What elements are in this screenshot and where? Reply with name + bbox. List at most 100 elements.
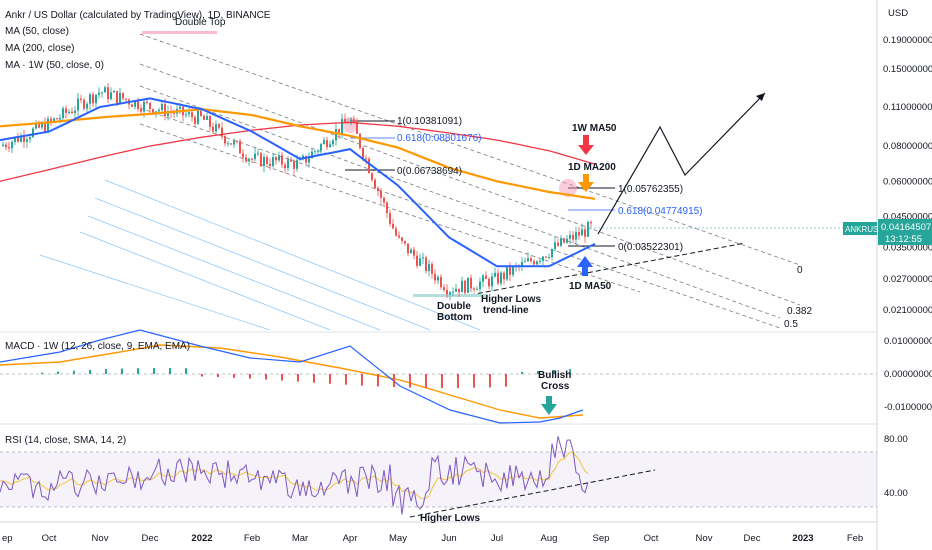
candle-body — [236, 140, 238, 142]
candle-body — [440, 276, 442, 288]
candle-body — [257, 153, 259, 155]
candle-body — [503, 272, 505, 280]
projection-path — [597, 92, 766, 235]
macd-histogram-bar — [553, 370, 555, 374]
candle-body — [29, 137, 31, 140]
price-tick-label: 0.02100000 — [883, 305, 932, 316]
candle-body — [371, 173, 373, 180]
ma200-line — [0, 108, 596, 200]
rsi-higher-lows-label: Higher Lows — [420, 513, 480, 524]
candle-body — [362, 147, 364, 159]
candle-body — [323, 139, 325, 145]
candle-body — [89, 94, 91, 104]
macd-histogram-bar — [185, 368, 187, 374]
candle-body — [494, 272, 496, 277]
macd-histogram-bar — [41, 372, 43, 374]
rsi-line — [0, 436, 589, 515]
candle-body — [512, 266, 514, 275]
time-axis[interactable]: ep Oct Nov Dec 2022 Feb Mar Apr May Jun Jul Aug Sep O… — [2, 533, 863, 544]
candle-body — [584, 229, 586, 237]
higher-lows-label: Higher Lows trend-line — [481, 294, 541, 316]
fib-1b-label: 1(0.05762355) — [618, 184, 683, 195]
candle-body — [524, 261, 526, 263]
price-tick-label: 0.04500000 — [883, 212, 932, 223]
candle-body — [566, 238, 568, 243]
candle-body — [137, 100, 139, 110]
candle-body — [44, 122, 46, 132]
currency-label: USD — [888, 8, 908, 19]
candle-body — [224, 136, 226, 144]
macd-tick-label: -0.01000000 — [884, 402, 932, 413]
price-axis[interactable]: USD 0.19000000 0.15000000 0.11000000 0.0800… — [883, 8, 932, 316]
ma1w-label: 1W MA50 — [572, 123, 617, 134]
candle-body — [122, 92, 124, 99]
macd-histogram-bar — [393, 374, 395, 388]
candle-body — [563, 238, 565, 243]
symbol-badge — [843, 222, 877, 235]
candle-body — [65, 108, 67, 113]
moving-averages-layer — [0, 97, 596, 268]
macd-signal-line — [0, 344, 584, 419]
candle-body — [254, 153, 256, 160]
candle-body — [359, 133, 361, 148]
candle-body — [242, 153, 244, 158]
ma50-label: 1D MA50 — [569, 281, 612, 292]
ma-1w-line — [0, 121, 596, 182]
macd-histogram-bar — [505, 374, 507, 387]
candle-body — [497, 272, 499, 284]
candle-body — [119, 92, 121, 103]
macd-histogram-bar — [169, 368, 171, 374]
candle-body — [500, 272, 502, 284]
legend[interactable]: Ankr / US Dollar (calculated by TradingV… — [5, 10, 271, 446]
candle-body — [140, 109, 142, 112]
candle-body — [260, 153, 262, 167]
candle-body — [329, 144, 331, 148]
candle-body — [368, 158, 370, 174]
candle-body — [296, 160, 298, 169]
candle-body — [548, 257, 550, 259]
sub-pane-axes[interactable]: 0.01000000 0.00000000 -0.01000000 80.00 40.0… — [884, 336, 932, 499]
candle-body — [206, 116, 208, 120]
candle-body — [398, 235, 400, 238]
candle-body — [131, 104, 133, 107]
candle-body — [590, 222, 592, 224]
candle-body — [344, 118, 346, 123]
macd-histogram-bar — [329, 374, 331, 384]
candle-body — [380, 191, 382, 198]
macd-histogram-bar — [201, 374, 203, 377]
candle-body — [485, 275, 487, 279]
current-price-badge — [878, 219, 932, 245]
ma50-line — [0, 97, 596, 268]
candle-body — [47, 118, 49, 132]
candle-body — [377, 187, 379, 192]
candle-body — [35, 122, 37, 129]
candle-body — [107, 87, 109, 100]
candle-body — [443, 287, 445, 291]
price-tick-label: 0.03500000 — [883, 242, 932, 253]
candle-body — [197, 110, 199, 124]
candle-body — [188, 112, 190, 115]
candle-body — [80, 98, 82, 100]
candle-body — [437, 276, 439, 281]
candle-body — [401, 237, 403, 242]
candle-body — [2, 144, 4, 147]
candle-body — [209, 116, 211, 127]
candle-body — [161, 103, 163, 110]
candle-body — [149, 102, 151, 110]
candle-body — [461, 280, 463, 293]
time-tick-label: 2023 — [792, 533, 813, 544]
candle-body — [422, 257, 424, 259]
macd-histogram-bar — [377, 374, 379, 387]
candle-body — [428, 263, 430, 272]
candle-body — [434, 273, 436, 281]
candle-body — [449, 292, 451, 295]
macd-pane — [0, 329, 877, 424]
channel-0-label: 0 — [797, 265, 803, 276]
channel-05-label: 0.5 — [784, 319, 798, 330]
candle-body — [71, 111, 73, 114]
candle-body — [272, 157, 274, 167]
legend-ma1w: MA · 1W (50, close, 0) — [5, 60, 104, 71]
macd-histogram-bar — [409, 374, 411, 388]
candle-body — [284, 164, 286, 169]
